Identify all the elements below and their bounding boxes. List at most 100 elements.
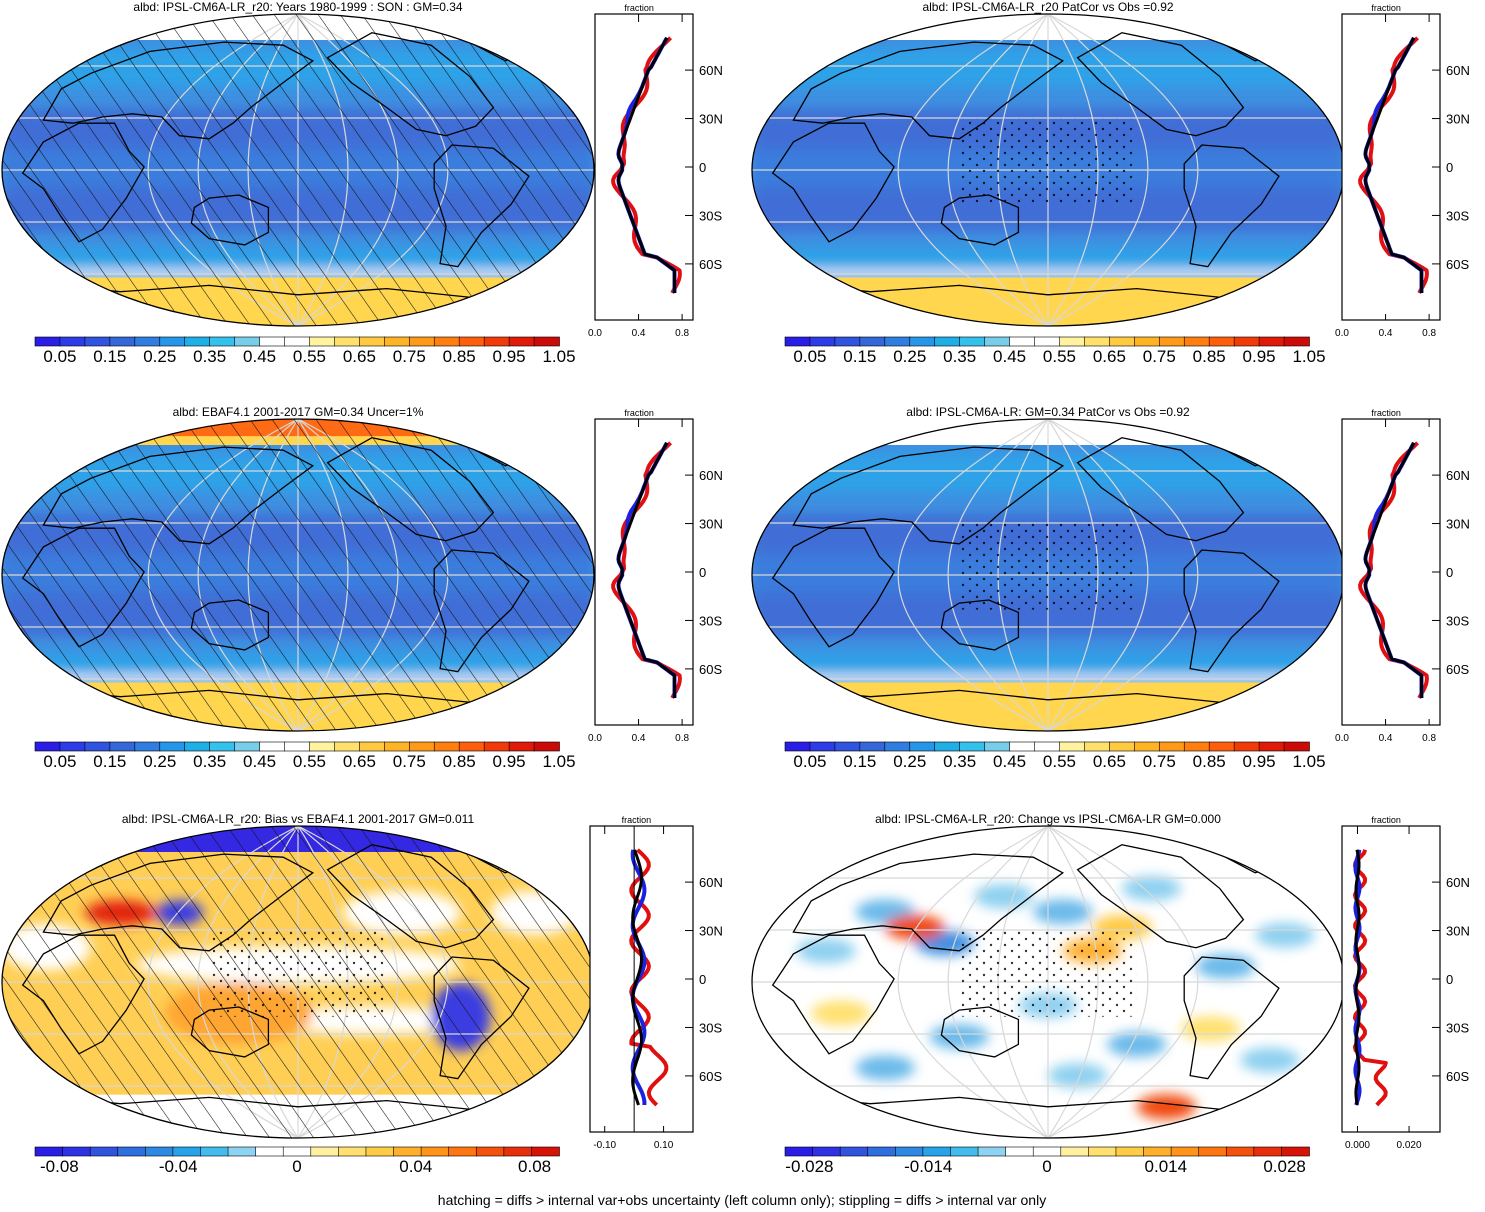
colorbar-swatch [209, 741, 236, 752]
colorbar-swatch [448, 1146, 478, 1157]
colorbar-swatch [1225, 1146, 1255, 1157]
colorbar-swatch [1170, 1146, 1200, 1157]
colorbar-swatch [365, 1146, 395, 1157]
colorbar-swatch [950, 1146, 979, 1157]
colorbar-tick-label: 0.35 [193, 752, 226, 771]
map-title: albd: IPSL-CM6A-LR_r20: Change vs IPSL-C… [875, 812, 1221, 826]
colorbar-swatch [1009, 336, 1036, 347]
colorbar-tick-label: 0.05 [43, 347, 76, 366]
colorbar-swatch [531, 1146, 560, 1157]
map-border [1, 13, 595, 327]
colorbar-swatch [839, 1146, 869, 1157]
colorbar-swatch [1109, 336, 1136, 347]
colorbar-tick-label: 1.05 [1292, 347, 1325, 366]
zonal-profile-3: fraction 60N 30N 0 30S 60S 0.0 0.4 0.8 [588, 408, 723, 744]
colorbar-swatch [1005, 1146, 1035, 1157]
colorbar-swatch [433, 741, 460, 752]
colorbar-tick-label: 0 [292, 1157, 301, 1176]
colorbar-tick-label: 0.15 [93, 752, 126, 771]
map-title: albd: IPSL-CM6A-LR_r20 PatCor vs Obs =0.… [922, 0, 1173, 14]
colorbar-tick-label: 0.95 [493, 347, 526, 366]
colorbar-swatch [867, 1146, 897, 1157]
map-border [1, 418, 595, 732]
profile-reference-line [1363, 37, 1423, 293]
colorbar-swatch [934, 741, 961, 752]
colorbar-swatch [282, 1146, 312, 1157]
colorbar: 0.05 0.15 0.25 0.35 0.45 0.55 0.65 0.75 0.85 0.95… [34, 741, 576, 771]
colorbar-tick-label: 0.95 [1243, 347, 1276, 366]
colorbar-tick-label: 0.45 [993, 752, 1026, 771]
x-tick-label: 0.020 [1397, 1140, 1422, 1151]
colorbar-tick-label: 0 [1042, 1157, 1051, 1176]
profile-title: fraction [622, 815, 652, 825]
colorbar-swatch [309, 741, 336, 752]
zonal-profile-1: fraction 60N 30N 0 30S 60S 0.0 0.4 0.8 [588, 3, 723, 339]
x-tick-label: 0.8 [1422, 733, 1436, 744]
colorbar-swatch [338, 1146, 367, 1157]
lat-tick-label: 30S [1446, 1020, 1469, 1035]
colorbar-swatch [1183, 336, 1210, 347]
lat-tick-label: 60S [1446, 662, 1469, 677]
colorbar-swatch [859, 336, 886, 347]
colorbar-swatch [533, 741, 560, 752]
colorbar-tick-label: -0.08 [40, 1157, 79, 1176]
colorbar-swatch [200, 1146, 229, 1157]
colorbar-swatch [89, 1146, 119, 1157]
map-field [2, 14, 594, 326]
colorbar-tick-label: 1.05 [1292, 752, 1325, 771]
colorbar-tick-label: 0.75 [393, 347, 426, 366]
x-tick-label: 0.4 [632, 328, 646, 339]
figure-footer-note: hatching = diffs > internal var+obs unce… [438, 1192, 1046, 1208]
map-title: albd: IPSL-CM6A-LR: GM=0.34 PatCor vs Ob… [906, 405, 1190, 419]
profile-title: fraction [1371, 3, 1401, 13]
lat-tick-label: 60N [699, 63, 723, 78]
colorbar-swatch [62, 1146, 91, 1157]
lat-tick-label: 60S [1446, 1069, 1469, 1084]
colorbar-swatch [255, 1146, 285, 1157]
map-panel-5: albd: IPSL-CM6A-LR_r20: Bias vs EBAF4.1 … [1, 812, 595, 1176]
colorbar-swatch [1283, 336, 1310, 347]
lat-tick-label: 30S [1446, 613, 1469, 628]
profile-reference-line [631, 849, 643, 1106]
colorbar-tick-label: 0.75 [1143, 752, 1176, 771]
colorbar-tick-label: 0.85 [443, 752, 476, 771]
colorbar-tick-label: 0.55 [293, 752, 326, 771]
colorbar-swatch [458, 336, 485, 347]
colorbar-swatch [420, 1146, 450, 1157]
colorbar-swatch [1134, 336, 1161, 347]
colorbar-swatch [1258, 336, 1285, 347]
colorbar-swatch [934, 336, 961, 347]
colorbar-tick-label: 0.15 [843, 752, 876, 771]
colorbar-swatch [959, 741, 986, 752]
colorbar-swatch [184, 336, 211, 347]
colorbar-swatch [310, 1146, 340, 1157]
colorbar-tick-label: -0.04 [159, 1157, 198, 1176]
stippling [959, 930, 1137, 1017]
profile-title: fraction [624, 3, 654, 13]
lat-tick-label: 60N [699, 468, 723, 483]
x-tick-label: 0.000 [1345, 1140, 1370, 1151]
colorbar-tick-label: 0.08 [518, 1157, 551, 1176]
colorbar-swatch [334, 741, 361, 752]
profile-reference-line [616, 442, 676, 698]
profile-title: fraction [1371, 408, 1401, 418]
colorbar-swatch [34, 1146, 64, 1157]
profile-reference-line [1363, 442, 1423, 698]
x-tick-label: 0.4 [1379, 733, 1393, 744]
lat-tick-label: 30S [699, 208, 722, 223]
lat-tick-label: 30S [1446, 208, 1469, 223]
colorbar-tick-label: 1.05 [542, 752, 575, 771]
colorbar-tick-label: 0.05 [793, 347, 826, 366]
colorbar-tick-label: 0.95 [1243, 752, 1276, 771]
colorbar-swatch [384, 336, 411, 347]
colorbar-swatch [909, 741, 936, 752]
colorbar-swatch [1034, 741, 1061, 752]
colorbar-tick-label: 0.45 [993, 347, 1026, 366]
colorbar-swatch [1198, 1146, 1228, 1157]
colorbar-swatch [209, 336, 236, 347]
colorbar-swatch [145, 1146, 174, 1157]
colorbar-swatch [134, 336, 161, 347]
profile-reference-line [616, 37, 676, 293]
colorbar-swatch [393, 1146, 422, 1157]
lat-tick-label: 0 [1446, 160, 1453, 175]
